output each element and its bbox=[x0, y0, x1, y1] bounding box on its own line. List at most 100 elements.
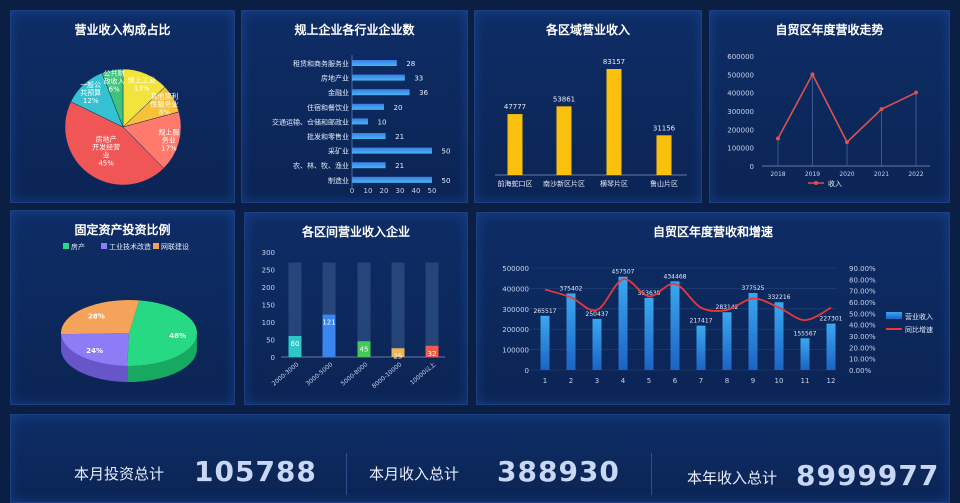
bar-value-label: 265517 bbox=[534, 308, 557, 315]
bar-background bbox=[288, 262, 302, 357]
x-tick-label: 5 bbox=[647, 377, 651, 385]
bar bbox=[352, 74, 405, 81]
chart-title: 自贸区年度营收和增速 bbox=[652, 225, 773, 239]
bar-value-label: 25 bbox=[394, 352, 403, 360]
x-tick-label: 0 bbox=[350, 187, 354, 195]
y-tick-label: 300000 bbox=[502, 306, 529, 314]
bar bbox=[352, 118, 368, 125]
y-tick-label: 400000 bbox=[727, 90, 754, 98]
x-tick-label: 11 bbox=[801, 377, 810, 385]
bar-value-label: 377525 bbox=[742, 285, 765, 292]
legend-swatch bbox=[63, 243, 69, 249]
series-line bbox=[777, 72, 917, 144]
y-tick-label: 100 bbox=[262, 319, 275, 327]
bar-value-label: 50 bbox=[442, 177, 451, 185]
y-tick-label: 150 bbox=[262, 302, 275, 310]
legend-label: 房产 bbox=[71, 242, 85, 251]
y-tick-label: 0 bbox=[750, 163, 754, 171]
bar-value-label: 155567 bbox=[794, 330, 817, 337]
line-point bbox=[914, 90, 918, 95]
chart-title: 规上企业各行业企业数 bbox=[294, 23, 415, 37]
series-line bbox=[544, 278, 832, 322]
category-label: 横琴片区 bbox=[600, 179, 628, 188]
category-label: 租赁和商务服务业 bbox=[293, 59, 349, 68]
line-point bbox=[879, 107, 884, 112]
bar bbox=[540, 315, 550, 370]
y-tick-label: 250 bbox=[262, 267, 275, 275]
x-tick-label: 40 bbox=[412, 187, 421, 195]
investment-pie-panel: 固定资产投资比例 房产 工业技术改造 网联建设 48% 24% 28% bbox=[10, 210, 235, 405]
bar bbox=[748, 292, 758, 370]
category-label: 房地产业 bbox=[321, 74, 349, 83]
bar bbox=[352, 60, 397, 66]
bar-value-label: 434468 bbox=[664, 273, 687, 280]
pie-slice bbox=[122, 111, 182, 169]
legend-label: 网联建设 bbox=[161, 242, 189, 251]
trend-line-chart: 0 100000 200000 300000 400000 500000 600000 201… bbox=[727, 53, 930, 188]
bar bbox=[774, 302, 784, 370]
pie-slice bbox=[61, 300, 140, 335]
y2-tick-label: 0.00% bbox=[849, 367, 872, 375]
y2-tick-label: 20.00% bbox=[849, 344, 876, 352]
bar-value-label: 21 bbox=[395, 162, 404, 170]
divider bbox=[346, 453, 347, 495]
bar-value-label: 10 bbox=[378, 118, 387, 126]
range-bar-panel: 各区间营业收入企业 0 50 100 150 200 250 300 60 2000-3000 1… bbox=[244, 212, 468, 405]
bar bbox=[618, 276, 628, 370]
bar-value-label: 50 bbox=[442, 148, 451, 156]
bar-value-label: 283142 bbox=[716, 304, 739, 311]
revenue-pie-panel: 营业收入构成占比 规上工业 13% 其他营利性服务业 8% 规上服务业 17% 房地产开发经… bbox=[10, 10, 235, 203]
monthly-combo-panel: 自贸区年度营收和增速 0 100000 200000 300000 400000 5000… bbox=[476, 212, 950, 405]
y-tick-label: 50 bbox=[266, 337, 275, 345]
legend-label: 营业收入 bbox=[905, 312, 933, 321]
bar-background bbox=[357, 262, 371, 357]
x-tick-label: 7 bbox=[699, 377, 703, 385]
bar-value-label: 60 bbox=[291, 340, 300, 348]
y2-tick-label: 30.00% bbox=[849, 333, 876, 341]
bar-value-label: 36 bbox=[419, 89, 428, 97]
category-label: 采矿业 bbox=[328, 147, 349, 156]
x-tick-label: 12 bbox=[827, 377, 836, 385]
bar-value-label: 28 bbox=[406, 60, 415, 68]
line-point bbox=[845, 140, 849, 145]
bar bbox=[800, 338, 810, 370]
slice-label: 28% bbox=[88, 312, 105, 320]
bar bbox=[288, 336, 302, 357]
divider bbox=[651, 453, 652, 495]
x-tick-label: 2022 bbox=[908, 171, 923, 178]
bar bbox=[556, 106, 572, 175]
bar bbox=[592, 318, 602, 370]
pie-slice bbox=[127, 300, 198, 366]
y-tick-label: 200 bbox=[262, 284, 275, 292]
bar-value-label: 227301 bbox=[820, 316, 843, 323]
x-tick-label: 50 bbox=[428, 187, 437, 195]
slice-label: 规上服务业 17% bbox=[158, 127, 179, 152]
bar-background bbox=[391, 262, 405, 357]
y2-tick-label: 80.00% bbox=[849, 276, 876, 284]
x-tick-label: 6 bbox=[673, 377, 678, 385]
industry-bar-panel: 规上企业各行业企业数 租赁和商务服务业 28 房地产业 33 金融业 36 住宿和餐饮业 20… bbox=[241, 10, 468, 203]
y2-tick-label: 60.00% bbox=[849, 299, 876, 307]
x-tick-label: 2021 bbox=[874, 171, 889, 178]
x-tick-label: 2020 bbox=[839, 171, 854, 178]
legend-swatch bbox=[886, 312, 902, 319]
y-tick-label: 0 bbox=[525, 367, 529, 375]
trend-line-panel: 自贸区年度营收走势 0 100000 200000 300000 400000 50000… bbox=[709, 10, 950, 203]
pie-slice bbox=[61, 333, 129, 366]
slice-label: 规上工业 13% bbox=[128, 75, 156, 92]
bar-value-label: 375402 bbox=[560, 285, 583, 292]
bar bbox=[322, 314, 336, 357]
bar bbox=[696, 325, 706, 370]
stat-label-annual-revenue: 本年收入总计 bbox=[687, 469, 778, 487]
y2-tick-label: 50.00% bbox=[849, 310, 876, 318]
stat-label-monthly-investment: 本月投资总计 bbox=[74, 465, 165, 483]
legend-label: 同比增速 bbox=[905, 325, 933, 334]
y-tick-label: 300000 bbox=[727, 108, 754, 116]
chart-title: 自贸区年度营收走势 bbox=[775, 23, 884, 37]
bar bbox=[644, 297, 654, 370]
bar bbox=[357, 341, 371, 357]
line-point bbox=[776, 136, 780, 141]
bar-background bbox=[425, 262, 439, 357]
legend-label: 工业技术改造 bbox=[109, 242, 151, 251]
chart-title: 各区域营业收入 bbox=[545, 23, 630, 37]
